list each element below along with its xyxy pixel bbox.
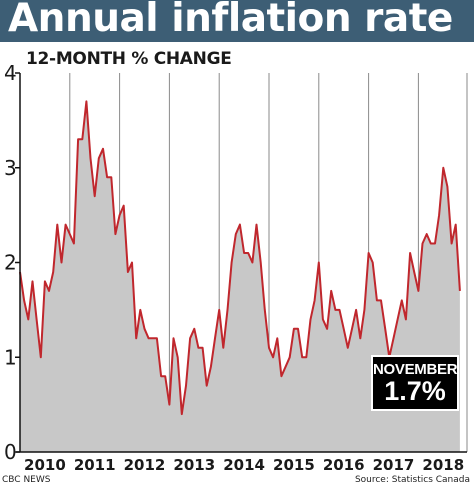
y-tick-labels: 0 1 2 3 4 (4, 61, 17, 464)
y-tick-label: 0 (4, 440, 17, 464)
chart-title: Annual inflation rate (8, 0, 453, 41)
x-tick-label: 2012 (124, 456, 166, 474)
credit-label: CBC NEWS (2, 475, 51, 485)
latest-value-callout: NOVEMBER 1.7% (371, 355, 459, 411)
series-line (19, 100, 461, 416)
y-tick-label: 3 (4, 156, 17, 180)
x-tick-label: 2018 (422, 456, 464, 474)
title-banner (0, 0, 474, 42)
x-tick-labels: 2010 2011 2012 2013 2014 2015 2016 2017 2018 (24, 456, 464, 474)
y-tick-label: 1 (4, 345, 17, 369)
area-fill (20, 101, 460, 453)
y-tick-label: 4 (4, 61, 17, 85)
x-tick-label: 2010 (24, 456, 66, 474)
source-label: Source: Statistics Canada (354, 475, 470, 485)
x-tick-label: 2011 (74, 456, 116, 474)
chart-subtitle: 12-MONTH % CHANGE (26, 49, 232, 69)
x-tick-label: 2016 (323, 456, 365, 474)
y-tick-label: 2 (4, 251, 17, 275)
callout-value: 1.7% (384, 376, 446, 406)
x-tick-label: 2015 (273, 456, 315, 474)
x-tick-label: 2014 (223, 456, 265, 474)
x-tick-label: 2017 (373, 456, 415, 474)
x-tick-label: 2013 (173, 456, 215, 474)
callout-month: NOVEMBER (373, 361, 458, 378)
axes (15, 72, 467, 453)
